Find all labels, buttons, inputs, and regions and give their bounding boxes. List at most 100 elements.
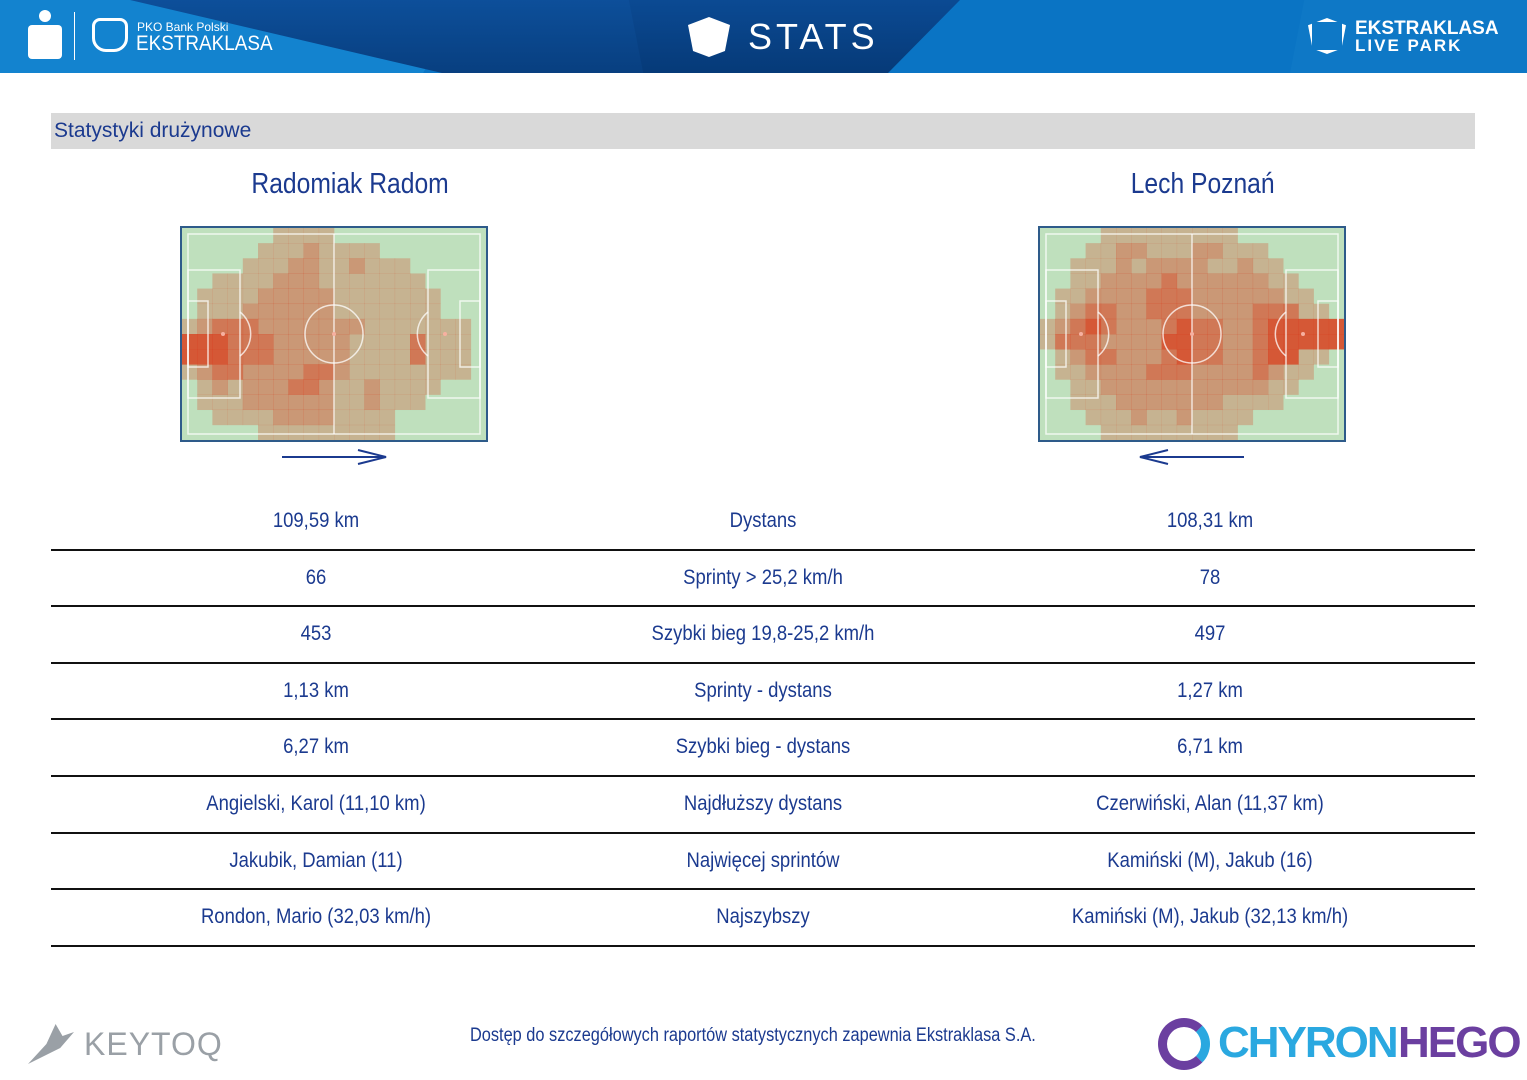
heatmap-cell bbox=[227, 379, 244, 395]
heatmap-cell bbox=[1085, 258, 1102, 274]
stats-row: Rondon, Mario (32,03 km/h) Najszybszy Kami… bbox=[51, 890, 1475, 947]
heatmap-cell bbox=[1100, 258, 1117, 274]
attack-direction-left-arrow-icon bbox=[1139, 449, 1244, 465]
heatmap-cell bbox=[273, 318, 289, 335]
heatmap-cell bbox=[1192, 228, 1208, 244]
heatmap-cell bbox=[1237, 288, 1254, 305]
heatmap-cell bbox=[1116, 409, 1132, 426]
heatmap-cell bbox=[1100, 349, 1117, 365]
heatmap-cell bbox=[258, 409, 274, 426]
header-banner: PKO Bank Polski EKSTRAKLASA STATS EKSTRA… bbox=[0, 0, 1527, 73]
heatmap-cell bbox=[197, 334, 213, 350]
heatmap-cell bbox=[288, 394, 304, 411]
heatmap-cell bbox=[425, 318, 441, 335]
heatmap-cell bbox=[334, 273, 350, 289]
heatmap-cell bbox=[1100, 409, 1117, 426]
heatmap-cell bbox=[212, 303, 228, 320]
away-heatmap bbox=[1038, 226, 1346, 442]
heatmap-cell bbox=[1192, 243, 1208, 259]
heatmap-cell bbox=[1100, 424, 1117, 440]
heatmap-cell bbox=[303, 394, 320, 411]
heatmap-cell bbox=[1176, 379, 1193, 395]
heatmap-cell bbox=[1298, 364, 1314, 380]
heatmap-cell bbox=[258, 258, 274, 274]
heatmap-cell bbox=[410, 379, 426, 395]
heatmap-cell bbox=[1131, 303, 1147, 320]
heatmap-cell bbox=[273, 273, 289, 289]
heatmap-cell bbox=[1192, 318, 1208, 335]
heatmap-cell bbox=[1252, 379, 1269, 395]
heatmap-cell bbox=[425, 334, 441, 350]
brand-line1: EKSTRAKLASA bbox=[1355, 18, 1499, 39]
heatmap-cell bbox=[1207, 303, 1223, 320]
heatmap-cell bbox=[1131, 364, 1147, 380]
brand-line2: LIVE PARK bbox=[1355, 36, 1463, 55]
heatmap-cell bbox=[1222, 228, 1238, 244]
heatmap-cell bbox=[334, 258, 350, 274]
heatmap-cell bbox=[1085, 364, 1102, 380]
away-team-name: Lech Poznań bbox=[1130, 168, 1275, 200]
heatmap-cell bbox=[1085, 349, 1102, 365]
heatmap-cell bbox=[303, 409, 320, 426]
heatmap-cell bbox=[1100, 334, 1117, 350]
heatmap-cell bbox=[1161, 424, 1178, 440]
away-value: 108,31 km bbox=[1166, 509, 1254, 532]
heatmap-cell bbox=[1116, 258, 1132, 274]
heatmap-cell bbox=[1176, 318, 1193, 335]
heatmap-cell bbox=[349, 379, 365, 395]
heatmap-cell bbox=[288, 228, 304, 244]
heatmap-cell bbox=[258, 364, 274, 380]
heatmap-cell bbox=[182, 334, 198, 350]
heatmap-cell bbox=[182, 364, 198, 380]
heatmap-cell bbox=[1040, 334, 1056, 350]
heatmap-cell bbox=[1116, 334, 1132, 350]
home-value: 109,59 km bbox=[272, 509, 360, 532]
heatmap-cell bbox=[1207, 228, 1223, 244]
heatmap-cell bbox=[1298, 288, 1314, 305]
heatmap-cell bbox=[197, 318, 213, 335]
heatmap-cell bbox=[1100, 394, 1117, 411]
heatmap-cell bbox=[1116, 303, 1132, 320]
heatmap-cell bbox=[1176, 394, 1193, 411]
heatmap-cell bbox=[364, 258, 380, 274]
heatmap-cell bbox=[1055, 334, 1071, 350]
heatmap-cell bbox=[1146, 318, 1162, 335]
heatmap-cell bbox=[334, 409, 350, 426]
heatmap-cell bbox=[227, 318, 244, 335]
heatmap-cell bbox=[1313, 349, 1330, 365]
heatmap-cell bbox=[1298, 349, 1314, 365]
heatmap-cell bbox=[425, 349, 441, 365]
heatmap-cell bbox=[258, 334, 274, 350]
attack-direction-right-arrow-icon bbox=[282, 449, 387, 465]
heatmap-cell bbox=[318, 273, 335, 289]
hego-label: HEGO bbox=[1398, 1018, 1522, 1067]
heatmap-cell bbox=[303, 364, 320, 380]
heatmap-cell bbox=[303, 258, 320, 274]
heatmap-cell bbox=[379, 379, 396, 395]
home-value: 1,13 km bbox=[283, 678, 349, 702]
heatmap-cell bbox=[1055, 349, 1071, 365]
stats-row: 453 Szybki bieg 19,8-25,2 km/h 497 bbox=[51, 607, 1475, 664]
heatmap-cell bbox=[394, 349, 411, 365]
pitch-lines bbox=[1045, 233, 1339, 435]
heatmap-cell bbox=[1252, 349, 1269, 365]
heatmap-cell bbox=[197, 394, 213, 411]
heatmap-cell bbox=[1070, 273, 1086, 289]
heatmap-cell bbox=[212, 364, 228, 380]
home-value: Jakubik, Damian (11) bbox=[229, 848, 403, 872]
heatmap-cell bbox=[1100, 243, 1117, 259]
heatmap-cell bbox=[1040, 318, 1056, 335]
heatmap-cell bbox=[303, 228, 320, 244]
heatmap-cell bbox=[1313, 318, 1330, 335]
heatmap-cell bbox=[1313, 334, 1330, 350]
heatmap-cell bbox=[1085, 303, 1102, 320]
heatmap-cell bbox=[334, 364, 350, 380]
heatmap-cell bbox=[1070, 318, 1086, 335]
home-value: Angielski, Karol (11,10 km) bbox=[206, 791, 426, 815]
heatmap-cell bbox=[1131, 243, 1147, 259]
heatmap-cell bbox=[1161, 228, 1178, 244]
heatmap-cell bbox=[1222, 258, 1238, 274]
heatmap-cell bbox=[303, 424, 320, 440]
heatmap-cell bbox=[1070, 394, 1086, 411]
heatmap-cell bbox=[318, 228, 335, 244]
